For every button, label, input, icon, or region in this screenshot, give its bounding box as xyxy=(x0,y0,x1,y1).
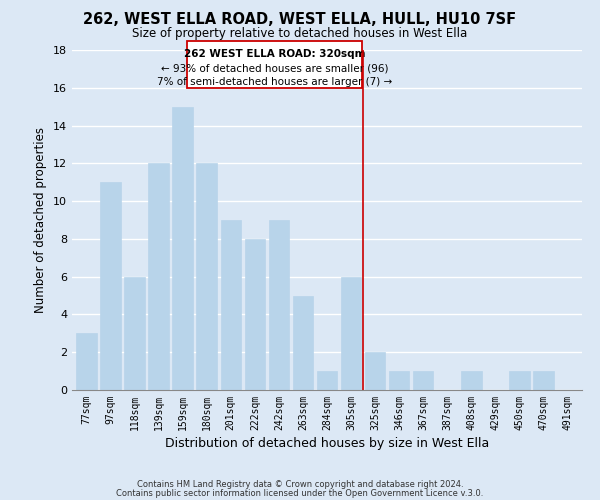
Bar xyxy=(172,106,193,390)
Bar xyxy=(76,334,97,390)
Bar xyxy=(389,371,409,390)
Bar xyxy=(413,371,433,390)
Text: Size of property relative to detached houses in West Ella: Size of property relative to detached ho… xyxy=(133,28,467,40)
Bar xyxy=(148,164,169,390)
Text: 262 WEST ELLA ROAD: 320sqm: 262 WEST ELLA ROAD: 320sqm xyxy=(184,49,365,59)
Bar xyxy=(293,296,313,390)
Bar xyxy=(196,164,217,390)
Bar xyxy=(341,276,361,390)
Bar xyxy=(221,220,241,390)
Bar xyxy=(124,276,145,390)
Text: 262, WEST ELLA ROAD, WEST ELLA, HULL, HU10 7SF: 262, WEST ELLA ROAD, WEST ELLA, HULL, HU… xyxy=(83,12,517,28)
Bar xyxy=(245,239,265,390)
Bar xyxy=(269,220,289,390)
Text: Contains HM Land Registry data © Crown copyright and database right 2024.: Contains HM Land Registry data © Crown c… xyxy=(137,480,463,489)
Text: 7% of semi-detached houses are larger (7) →: 7% of semi-detached houses are larger (7… xyxy=(157,78,392,88)
Text: Contains public sector information licensed under the Open Government Licence v.: Contains public sector information licen… xyxy=(116,488,484,498)
Bar xyxy=(509,371,530,390)
Text: ← 93% of detached houses are smaller (96): ← 93% of detached houses are smaller (96… xyxy=(161,63,388,73)
Bar xyxy=(365,352,385,390)
Bar xyxy=(100,182,121,390)
Bar xyxy=(461,371,482,390)
Y-axis label: Number of detached properties: Number of detached properties xyxy=(34,127,47,313)
Bar xyxy=(317,371,337,390)
Bar xyxy=(187,40,362,88)
Bar xyxy=(533,371,554,390)
X-axis label: Distribution of detached houses by size in West Ella: Distribution of detached houses by size … xyxy=(165,437,489,450)
